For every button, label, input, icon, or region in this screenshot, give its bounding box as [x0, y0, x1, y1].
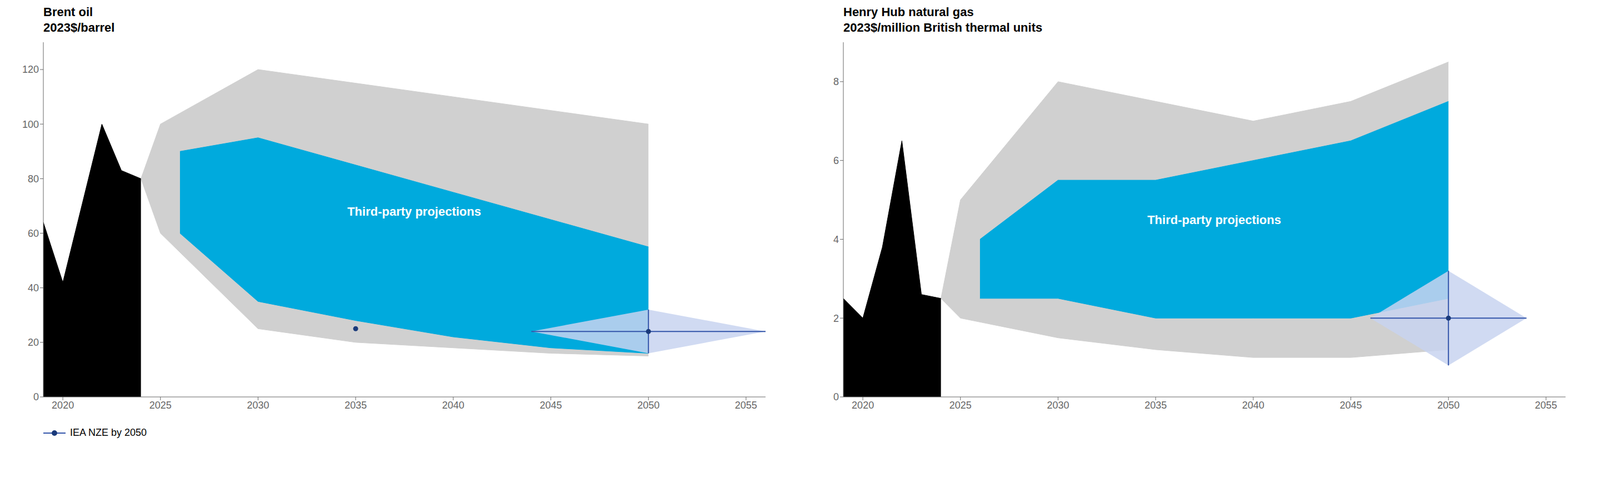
svg-text:2055: 2055 — [1535, 399, 1558, 411]
svg-text:100: 100 — [22, 118, 39, 130]
svg-text:80: 80 — [27, 173, 39, 185]
svg-text:8: 8 — [833, 76, 839, 88]
svg-text:2030: 2030 — [246, 399, 269, 411]
svg-text:2025: 2025 — [949, 399, 972, 411]
html-text:2023$/barrel: 2023$/barrel — [43, 20, 115, 35]
svg-text:2020: 2020 — [851, 399, 874, 411]
svg-text:40: 40 — [27, 282, 39, 294]
svg-text:Third-party projections: Third-party projections — [347, 204, 482, 219]
svg-text:20: 20 — [27, 336, 39, 348]
html-text:Henry Hub natural gas: Henry Hub natural gas — [843, 5, 974, 19]
svg-text:2050: 2050 — [637, 399, 660, 411]
html-text:IEA NZE by 2050: IEA NZE by 2050 — [70, 426, 147, 438]
svg-text:2055: 2055 — [735, 399, 758, 411]
svg-text:2: 2 — [833, 312, 839, 324]
svg-text:2040: 2040 — [1242, 399, 1265, 411]
svg-text:120: 120 — [22, 63, 39, 75]
svg-text:Third-party projections: Third-party projections — [1147, 212, 1282, 227]
svg-text:0: 0 — [833, 391, 839, 403]
svg-text:60: 60 — [27, 227, 39, 239]
html-text:Brent oil: Brent oil — [43, 5, 93, 19]
html-text:2023$/million British thermal: 2023$/million British thermal units — [843, 20, 1043, 35]
svg-text:2045: 2045 — [539, 399, 562, 411]
svg-text:2040: 2040 — [442, 399, 465, 411]
svg-text:6: 6 — [833, 155, 839, 167]
svg-text:2035: 2035 — [344, 399, 367, 411]
svg-text:2045: 2045 — [1339, 399, 1362, 411]
svg-text:2050: 2050 — [1437, 399, 1460, 411]
svg-text:0: 0 — [33, 391, 39, 403]
svg-text:2025: 2025 — [149, 399, 172, 411]
svg-text:2030: 2030 — [1046, 399, 1069, 411]
svg-text:2035: 2035 — [1144, 399, 1167, 411]
svg-text:4: 4 — [833, 233, 839, 245]
svg-text:2020: 2020 — [51, 399, 74, 411]
